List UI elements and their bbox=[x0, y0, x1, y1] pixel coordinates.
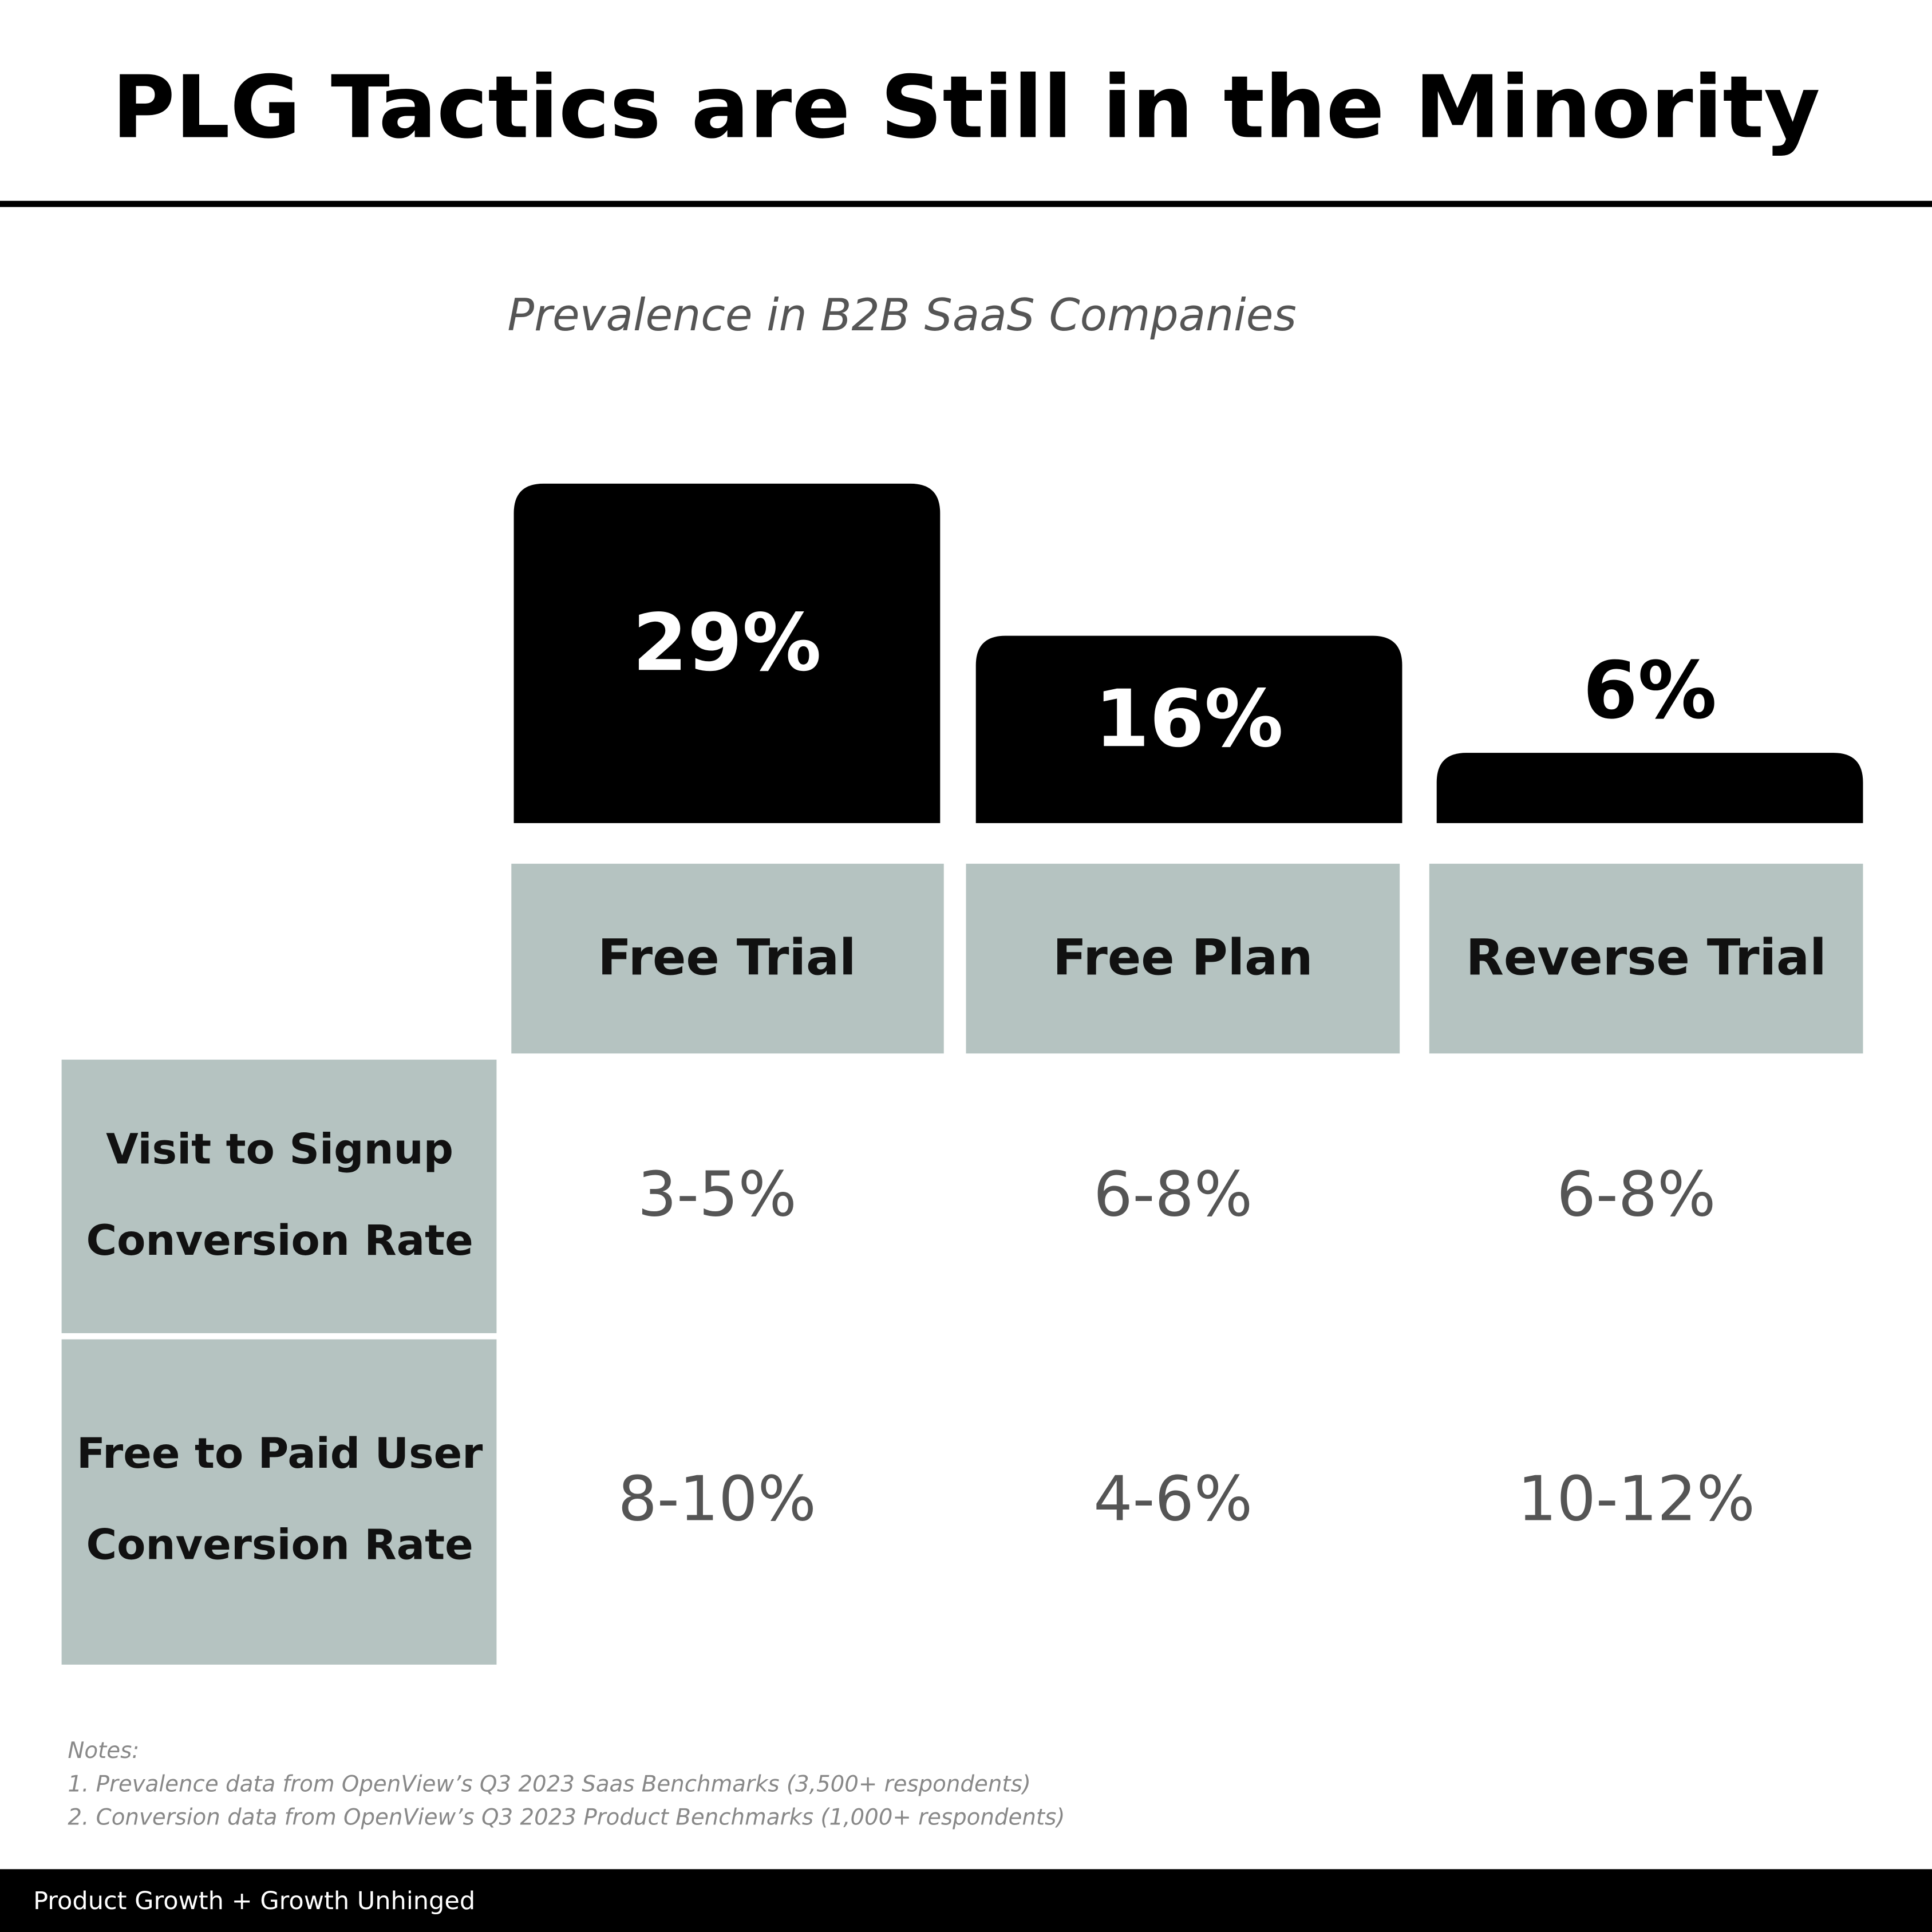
column-header: Free Trial bbox=[598, 929, 856, 986]
chart-title: PLG Tactics are Still in the Minority bbox=[112, 57, 1820, 158]
note: 2. Conversion data from OpenView’s Q3 20… bbox=[68, 1804, 1065, 1830]
bar bbox=[513, 483, 941, 823]
row-label: Conversion Rate bbox=[86, 1520, 473, 1569]
row-label-cell bbox=[61, 1060, 497, 1333]
header-cell bbox=[966, 863, 1400, 1054]
row-label: Free to Paid User bbox=[77, 1429, 483, 1478]
bar-value-label: 29% bbox=[633, 597, 821, 689]
row-label: Conversion Rate bbox=[86, 1216, 473, 1265]
header-cell bbox=[511, 863, 944, 1054]
footer: Product Growth + Growth Unhinged bbox=[33, 1887, 475, 1915]
table-cell: 8-10% bbox=[618, 1463, 816, 1535]
table-cell: 4-6% bbox=[1093, 1463, 1253, 1535]
column-header: Reverse Trial bbox=[1466, 929, 1827, 986]
notes-heading: Notes: bbox=[68, 1738, 139, 1764]
column-header: Free Plan bbox=[1053, 929, 1313, 986]
bar bbox=[975, 635, 1402, 823]
footer-band bbox=[0, 1869, 1932, 1932]
bar-value-label: 6% bbox=[1583, 645, 1717, 737]
table-cell: 10-12% bbox=[1518, 1463, 1755, 1535]
row-label-cell bbox=[61, 1339, 497, 1665]
note: 1. Prevalence data from OpenView’s Q3 20… bbox=[68, 1771, 1031, 1797]
divider bbox=[0, 200, 1932, 207]
table-cell: 6-8% bbox=[1556, 1159, 1716, 1231]
table-cell: 3-5% bbox=[638, 1159, 797, 1231]
bar-value-label: 16% bbox=[1095, 673, 1283, 765]
chart-subtitle: Prevalence in B2B SaaS Companies bbox=[507, 290, 1296, 341]
header-cell bbox=[1429, 863, 1863, 1054]
bar bbox=[1436, 753, 1863, 823]
row-label: Visit to Signup bbox=[106, 1125, 453, 1174]
table-cell: 6-8% bbox=[1093, 1159, 1253, 1231]
